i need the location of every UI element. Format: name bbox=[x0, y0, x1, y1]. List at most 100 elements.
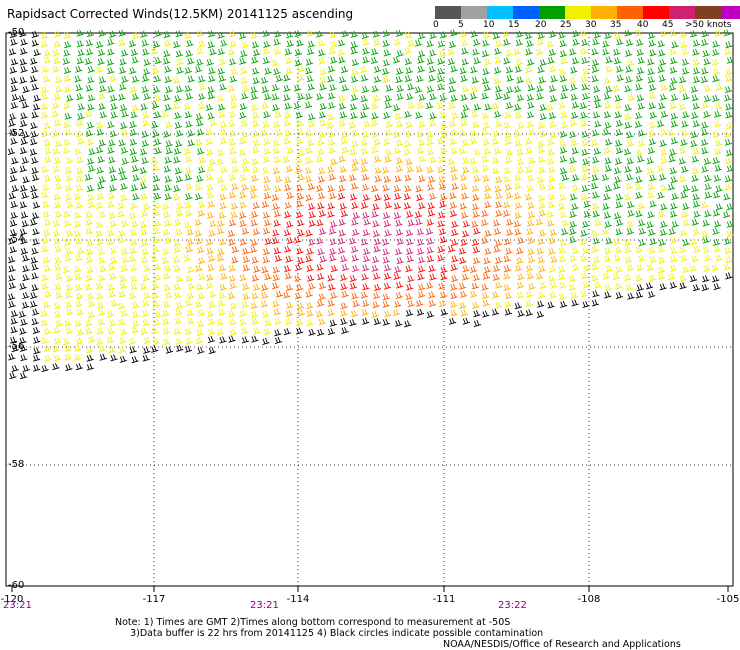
wind-barb bbox=[22, 176, 30, 184]
wind-barb bbox=[107, 146, 115, 154]
wind-barb bbox=[329, 319, 337, 327]
wind-barb bbox=[43, 344, 52, 352]
wind-barb bbox=[351, 140, 359, 148]
wind-barb bbox=[416, 299, 424, 307]
wind-barb bbox=[11, 344, 19, 353]
wind-barb bbox=[352, 264, 360, 273]
wind-barb bbox=[219, 336, 227, 344]
wind-barb bbox=[317, 39, 326, 47]
wind-barb bbox=[362, 299, 370, 307]
wind-barb bbox=[559, 39, 567, 48]
wind-barb bbox=[317, 138, 325, 146]
wind-barb bbox=[42, 210, 51, 218]
wind-barb bbox=[570, 193, 578, 201]
wind-barb bbox=[517, 121, 525, 130]
wind-barb bbox=[318, 293, 326, 301]
wind-barb bbox=[506, 218, 514, 226]
wind-barb bbox=[591, 274, 599, 282]
wind-barb bbox=[286, 192, 294, 200]
wind-barb bbox=[360, 291, 369, 299]
wind-barb bbox=[669, 281, 678, 289]
wind-barb bbox=[385, 120, 393, 128]
wind-barb bbox=[306, 75, 315, 83]
wind-barb bbox=[141, 239, 149, 247]
wind-barb bbox=[174, 121, 183, 129]
wind-barb bbox=[437, 101, 445, 109]
wind-barb bbox=[74, 273, 83, 281]
wind-barb bbox=[459, 282, 467, 290]
wind-barb bbox=[118, 139, 126, 147]
wind-barb bbox=[197, 128, 205, 136]
wind-barb bbox=[514, 129, 522, 138]
wind-barb bbox=[712, 275, 720, 283]
wind-barb bbox=[118, 201, 126, 210]
wind-barb bbox=[229, 75, 238, 83]
wind-barb bbox=[558, 182, 566, 190]
wind-barb bbox=[263, 176, 271, 184]
wind-barb bbox=[537, 140, 546, 148]
wind-barb bbox=[384, 264, 392, 272]
wind-barb bbox=[559, 155, 568, 163]
wind-barb bbox=[220, 137, 228, 145]
wind-barb bbox=[42, 236, 50, 244]
wind-barb bbox=[362, 56, 370, 64]
wind-barb bbox=[701, 138, 709, 146]
wind-barb bbox=[603, 211, 612, 219]
wind-barb bbox=[153, 209, 161, 217]
wind-barb bbox=[572, 30, 580, 38]
wind-barb bbox=[54, 283, 63, 291]
wind-barb bbox=[682, 184, 691, 192]
wind-barb bbox=[196, 119, 204, 127]
wind-barb bbox=[726, 149, 734, 157]
wind-barb bbox=[407, 275, 415, 283]
wind-barb bbox=[98, 139, 107, 147]
wind-barb bbox=[449, 201, 458, 209]
wind-barb bbox=[132, 311, 140, 319]
wind-barb bbox=[274, 336, 283, 344]
wind-barb bbox=[451, 173, 459, 181]
wind-barb bbox=[362, 317, 370, 325]
wind-barb bbox=[614, 102, 623, 110]
wind-barb bbox=[327, 328, 336, 336]
wind-barb bbox=[503, 201, 511, 209]
wind-barb bbox=[373, 94, 381, 102]
wind-barb bbox=[627, 201, 635, 209]
wind-barb bbox=[230, 211, 238, 219]
wind-barb bbox=[185, 183, 194, 191]
wind-barb bbox=[583, 210, 591, 218]
wind-barb bbox=[297, 309, 305, 317]
wind-barb bbox=[602, 48, 610, 56]
wind-barb bbox=[384, 101, 392, 109]
wind-barb bbox=[448, 85, 456, 93]
wind-barb bbox=[228, 119, 236, 128]
wind-barb bbox=[263, 327, 272, 336]
wind-barb bbox=[461, 211, 469, 219]
wind-barb bbox=[274, 317, 282, 325]
wind-barb bbox=[228, 238, 236, 246]
wind-barb bbox=[503, 38, 511, 46]
wind-barb bbox=[142, 299, 150, 307]
wind-barb bbox=[31, 111, 39, 119]
wind-barb bbox=[330, 56, 338, 64]
wind-barb bbox=[208, 254, 216, 262]
wind-barb bbox=[450, 65, 458, 73]
wind-barb bbox=[263, 227, 271, 235]
wind-barb bbox=[724, 94, 732, 102]
wind-barb bbox=[228, 173, 237, 182]
wind-barb bbox=[53, 237, 61, 245]
wind-barb bbox=[671, 41, 679, 49]
wind-barb bbox=[447, 48, 456, 56]
wind-barb bbox=[495, 201, 503, 209]
wind-barb bbox=[119, 275, 127, 283]
wind-barb bbox=[31, 66, 39, 74]
wind-barb bbox=[396, 257, 404, 265]
wind-barb bbox=[316, 263, 324, 271]
wind-barb bbox=[41, 93, 49, 101]
wind-barb bbox=[285, 284, 294, 292]
wind-barb bbox=[505, 191, 514, 199]
wind-barb bbox=[713, 209, 721, 217]
wind-barb bbox=[297, 148, 305, 156]
wind-barb bbox=[702, 275, 710, 283]
wind-barb bbox=[374, 194, 382, 202]
wind-barb bbox=[504, 131, 512, 139]
